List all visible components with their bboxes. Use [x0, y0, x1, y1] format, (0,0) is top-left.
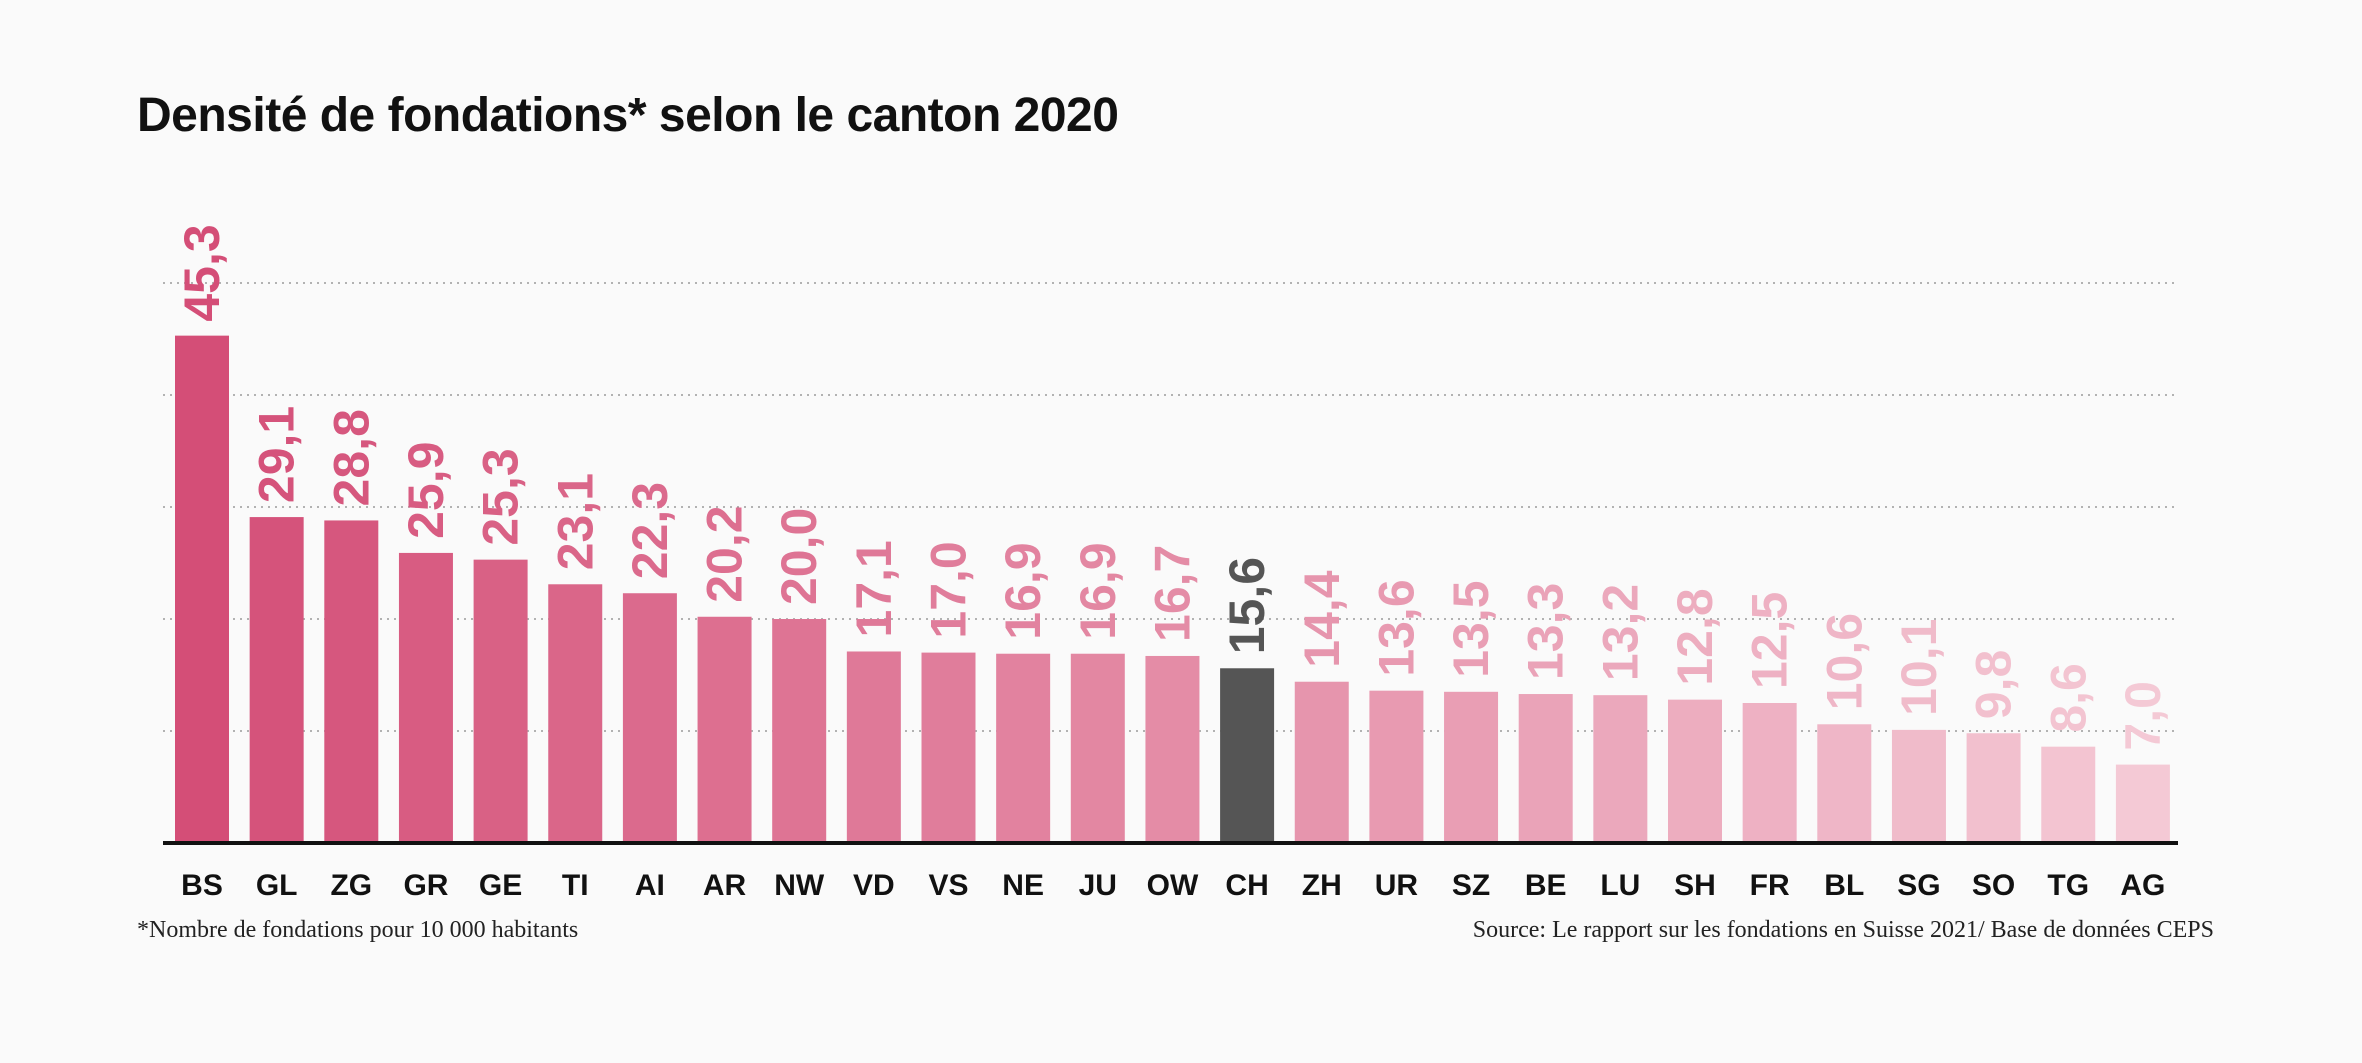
- bar-gl: [249, 517, 304, 843]
- bar-fr: [1742, 703, 1797, 843]
- bar-bs: [175, 335, 229, 843]
- category-label-ch: CH: [1225, 869, 1268, 902]
- category-label-tg: TG: [2047, 869, 2089, 902]
- value-label-lu: 13,2: [1592, 584, 1648, 681]
- value-label-gl: 29,1: [249, 406, 305, 503]
- category-label-zh: ZH: [1302, 869, 1342, 902]
- category-label-sh: SH: [1674, 869, 1716, 902]
- bar-lu: [1593, 695, 1648, 843]
- value-label-ar: 20,2: [697, 505, 753, 602]
- value-label-tg: 8,6: [2040, 663, 2096, 733]
- bar-bl: [1817, 724, 1872, 843]
- bar-ge: [473, 559, 528, 843]
- value-label-be: 13,3: [1518, 583, 1574, 680]
- bar-zg: [324, 520, 379, 843]
- value-label-sg: 10,1: [1891, 619, 1947, 716]
- bar-ne: [996, 653, 1051, 843]
- value-labels: 45,3 29,1 28,8 25,9 25,3 23,1 22,3 20,2 20,0 17,1…: [174, 224, 2171, 750]
- bar-vd: [846, 651, 901, 843]
- value-label-ch: 15,6: [1219, 557, 1275, 654]
- bar-so: [1966, 733, 2021, 843]
- category-label-ju: JU: [1079, 869, 1117, 902]
- value-label-bl: 10,6: [1816, 613, 1872, 710]
- value-label-sh: 12,8: [1667, 588, 1723, 685]
- value-label-ne: 16,9: [995, 542, 1051, 639]
- value-label-ge: 25,3: [473, 448, 529, 545]
- bars: [175, 335, 2170, 843]
- bar-tg: [2041, 746, 2096, 843]
- value-label-bs: 45,3: [174, 224, 230, 321]
- bar-ur: [1369, 690, 1424, 843]
- bar-ai: [622, 593, 677, 843]
- chart-title: Densité de fondations* selon le canton 2…: [137, 89, 1119, 142]
- category-label-vd: VD: [853, 869, 895, 902]
- bar-nw: [772, 619, 827, 843]
- value-label-gr: 25,9: [398, 442, 454, 539]
- bar-zh: [1294, 681, 1349, 843]
- value-label-ur: 13,6: [1368, 579, 1424, 676]
- value-label-ai: 22,3: [622, 482, 678, 579]
- bar-ti: [548, 584, 603, 843]
- bar-ar: [697, 616, 752, 843]
- bar-gr: [398, 552, 453, 843]
- category-label-sz: SZ: [1452, 869, 1490, 902]
- value-label-vd: 17,1: [846, 540, 902, 637]
- bar-ow: [1145, 655, 1200, 843]
- category-label-ne: NE: [1002, 869, 1044, 902]
- category-label-ar: AR: [703, 869, 747, 902]
- category-label-gl: GL: [256, 869, 298, 902]
- value-label-vs: 17,0: [921, 541, 977, 638]
- category-label-be: BE: [1525, 869, 1567, 902]
- category-label-ow: OW: [1147, 869, 1199, 902]
- value-label-ju: 16,9: [1070, 542, 1126, 639]
- category-label-ti: TI: [562, 869, 589, 902]
- category-label-fr: FR: [1750, 869, 1790, 902]
- category-label-ur: UR: [1375, 869, 1419, 902]
- category-label-nw: NW: [774, 869, 825, 902]
- value-label-zg: 28,8: [323, 409, 379, 506]
- value-label-ag: 7,0: [2115, 681, 2171, 751]
- category-label-gr: GR: [403, 869, 448, 902]
- value-label-so: 9,8: [1966, 650, 2022, 720]
- bar-vs: [921, 652, 976, 843]
- category-label-zg: ZG: [330, 869, 372, 902]
- category-label-lu: LU: [1600, 869, 1640, 902]
- bar-be: [1518, 694, 1573, 843]
- bar-ch: [1220, 668, 1275, 843]
- value-label-sz: 13,5: [1443, 580, 1499, 677]
- category-label-bs: BS: [181, 869, 223, 902]
- category-label-ge: GE: [479, 869, 522, 902]
- category-label-so: SO: [1972, 869, 2015, 902]
- value-label-fr: 12,5: [1742, 592, 1798, 689]
- bar-sg: [1891, 729, 1946, 843]
- value-label-ow: 16,7: [1144, 545, 1200, 642]
- bar-ju: [1070, 653, 1125, 843]
- category-label-bl: BL: [1824, 869, 1864, 902]
- category-label-vs: VS: [928, 869, 968, 902]
- footnote: *Nombre de fondations pour 10 000 habita…: [137, 917, 579, 943]
- bar-sz: [1444, 691, 1499, 843]
- value-label-nw: 20,0: [771, 508, 827, 605]
- category-labels: BS GL ZG GR GE TI AI AR NW VD VS NE JU OW CH ZH UR SZ BE LU…: [181, 869, 2165, 902]
- bar-ag: [2115, 764, 2170, 843]
- bar-sh: [1668, 699, 1722, 843]
- category-label-ag: AG: [2120, 869, 2165, 902]
- source-note: Source: Le rapport sur les fondations en…: [1472, 917, 2214, 943]
- category-label-ai: AI: [635, 869, 665, 902]
- value-label-zh: 14,4: [1294, 570, 1350, 668]
- value-label-ti: 23,1: [547, 473, 603, 570]
- category-label-sg: SG: [1897, 869, 1940, 902]
